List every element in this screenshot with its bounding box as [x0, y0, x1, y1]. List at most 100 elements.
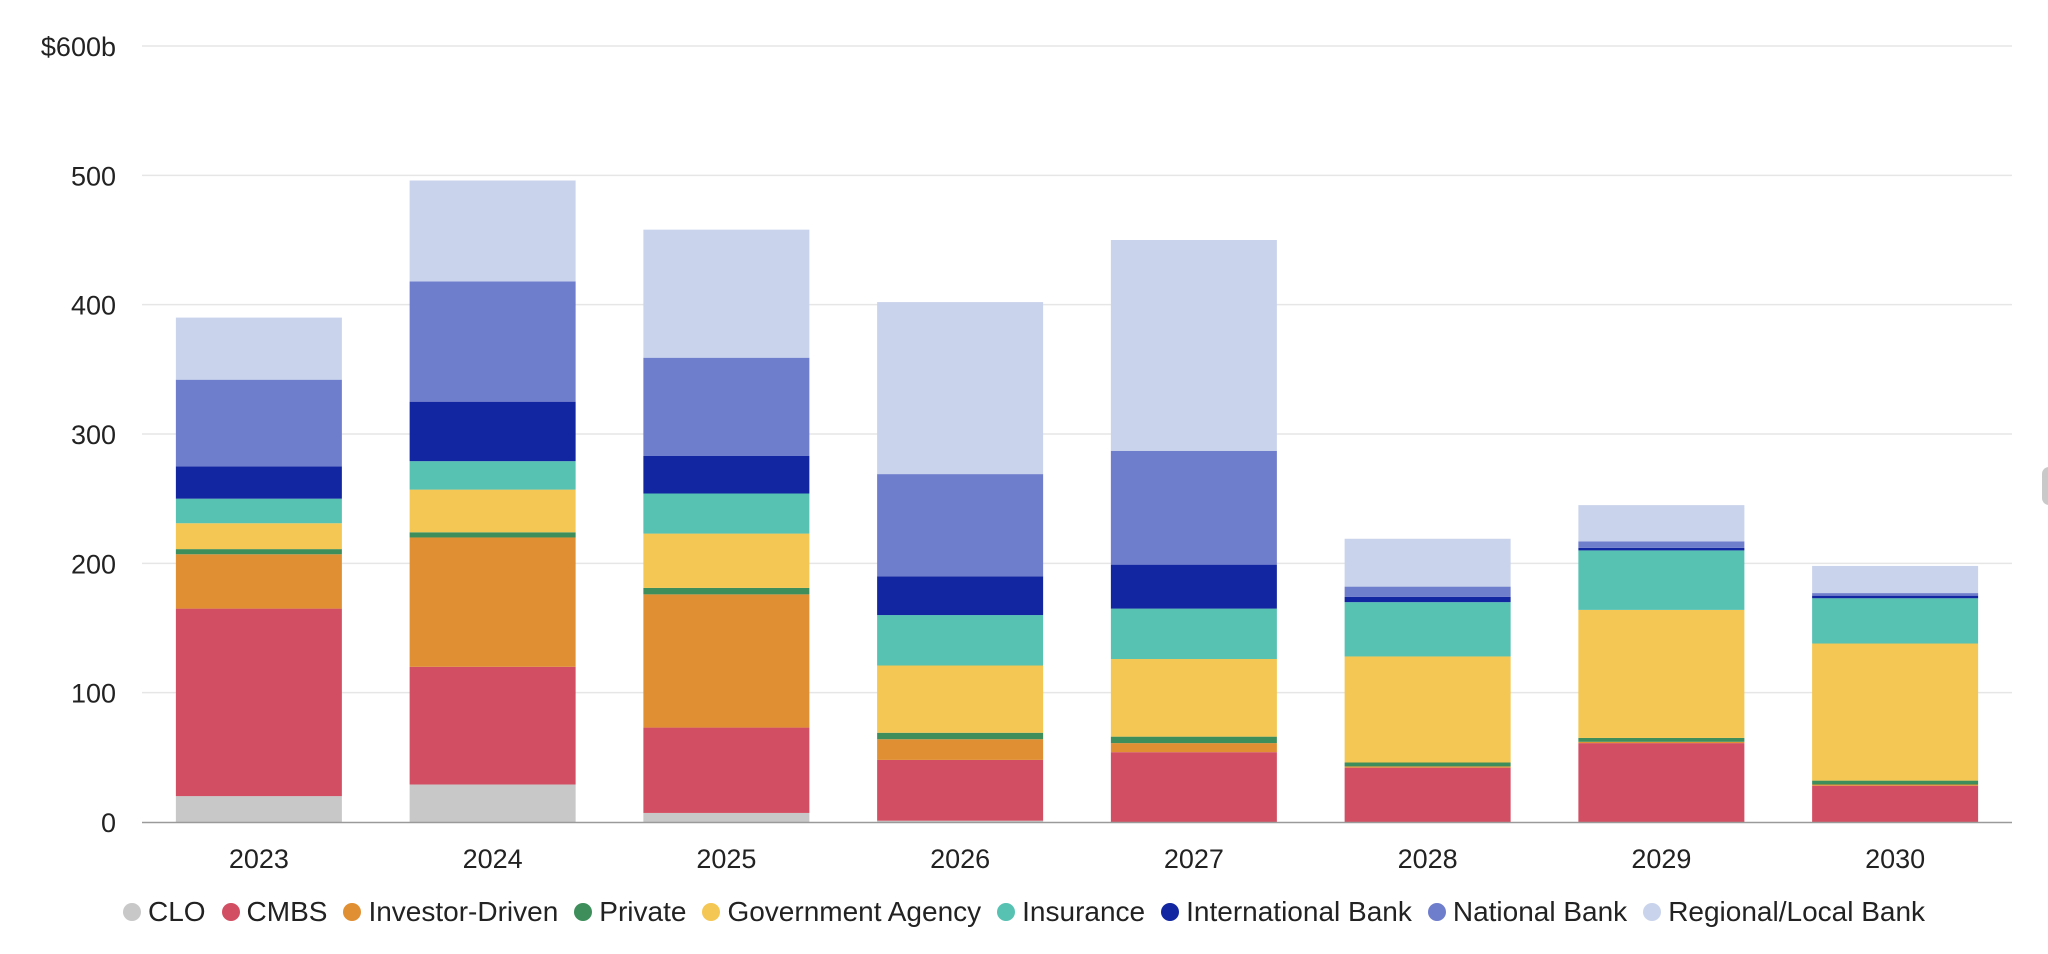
bar-segment [643, 594, 810, 728]
bar-segment [1578, 741, 1745, 744]
bar-segment [1578, 541, 1745, 548]
bar-segment [409, 180, 576, 282]
legend-item: Investor-Driven [343, 896, 558, 928]
bar-segment [1812, 595, 1979, 599]
legend-label: Insurance [1022, 896, 1146, 927]
bar-segment [409, 461, 576, 490]
legend-label: CMBS [246, 896, 328, 927]
bar-segment [1344, 602, 1511, 657]
bar-segment [1344, 762, 1511, 767]
bar-segment [1812, 784, 1979, 786]
legend-item: International Bank [1161, 896, 1412, 928]
bar-segment [643, 812, 810, 822]
bar-segment [1812, 565, 1979, 594]
bar-segment [643, 727, 810, 813]
legend-label: CLO [147, 896, 206, 927]
bar-segment [877, 615, 1044, 666]
bar-segment [643, 455, 810, 494]
legend-swatch [1427, 903, 1446, 921]
legend-label: Government Agency [727, 896, 982, 927]
legend-swatch [702, 903, 721, 921]
x-axis: 2023 2024 2025 2026 2027 2028 2029 2030 [142, 821, 2012, 874]
bar-segment [175, 554, 342, 609]
bar-segment [1344, 596, 1511, 603]
x-tick-label: 2028 [1398, 844, 1458, 874]
legend-label: National Bank [1452, 896, 1628, 927]
bar-segment [643, 357, 810, 456]
y-tick-label: 200 [71, 549, 116, 579]
bar-segment [409, 401, 576, 462]
bar-segment [1344, 656, 1511, 763]
bar-segment [1110, 608, 1277, 660]
legend-label: International Bank [1186, 896, 1412, 927]
bar-segment [877, 665, 1044, 733]
y-tick-label: 300 [71, 420, 116, 450]
bar-segment [643, 493, 810, 534]
bar-segment [643, 229, 810, 358]
scroll-handle[interactable] [2042, 467, 2048, 505]
bar-segment [877, 302, 1044, 475]
bar-segment [1578, 550, 1745, 610]
bar-segment [1110, 752, 1277, 822]
bar-segment [409, 281, 576, 402]
bar-segment [1812, 593, 1979, 596]
bar-segment [643, 587, 810, 595]
bar-segment [1344, 766, 1511, 768]
bar-segment [877, 739, 1044, 760]
bar-segment [643, 533, 810, 588]
bar-segment [1110, 564, 1277, 609]
bar-segment [175, 796, 342, 822]
bar-segment [175, 379, 342, 467]
bar-segment [1812, 785, 1979, 822]
legend-item: Insurance [997, 896, 1145, 928]
legend-label: Investor-Driven [368, 896, 559, 927]
bar-segment [877, 820, 1044, 822]
legend-swatch [1161, 903, 1180, 921]
y-tick-label: 100 [71, 679, 116, 709]
x-tick-label: 2029 [1631, 844, 1691, 874]
legend-item: Private [574, 896, 686, 928]
bar-segment [409, 532, 576, 538]
legend-swatch [122, 903, 141, 921]
legend-swatch [221, 903, 240, 921]
bar-segment [1344, 767, 1511, 822]
bar-segment [409, 666, 576, 785]
bar-segment [1110, 743, 1277, 753]
bar-segment [1578, 737, 1745, 742]
bar-segment [175, 317, 342, 380]
bar-segment [1110, 240, 1277, 451]
legend: CLO CMBS Investor-Driven Private Government … [0, 892, 2048, 932]
y-tick-label: 500 [71, 161, 116, 191]
legend-swatch [343, 903, 362, 921]
bar-segment [175, 523, 342, 550]
legend-item: Government Agency [702, 896, 981, 928]
legend-item: National Bank [1427, 896, 1628, 928]
y-axis: 0 100 200 300 400 500 $600b [41, 32, 116, 838]
bar-segment [1578, 505, 1745, 542]
bar-segment [1812, 643, 1979, 781]
bar-segment [175, 549, 342, 555]
x-tick-label: 2030 [1865, 844, 1925, 874]
bar-segment [1344, 586, 1511, 597]
bar-segment [1578, 609, 1745, 738]
bar-segment [877, 732, 1044, 740]
bar-segment [1110, 450, 1277, 565]
bar-segment [1110, 659, 1277, 737]
bar-segment [1812, 598, 1979, 644]
legend-item: CMBS [221, 896, 328, 928]
legend-swatch [1643, 903, 1662, 921]
bar-segment [175, 498, 342, 524]
x-tick-label: 2026 [930, 844, 990, 874]
bar-segment [175, 608, 342, 797]
y-tick-label: 0 [101, 808, 116, 838]
legend-swatch [574, 903, 593, 921]
legend-swatch [997, 903, 1016, 921]
bar-segment [409, 489, 576, 533]
x-tick-label: 2024 [463, 844, 523, 874]
bar-segment [409, 537, 576, 667]
bars [175, 180, 1979, 822]
x-tick-label: 2023 [229, 844, 289, 874]
x-tick-label: 2025 [696, 844, 756, 874]
legend-label: Private [599, 896, 687, 927]
